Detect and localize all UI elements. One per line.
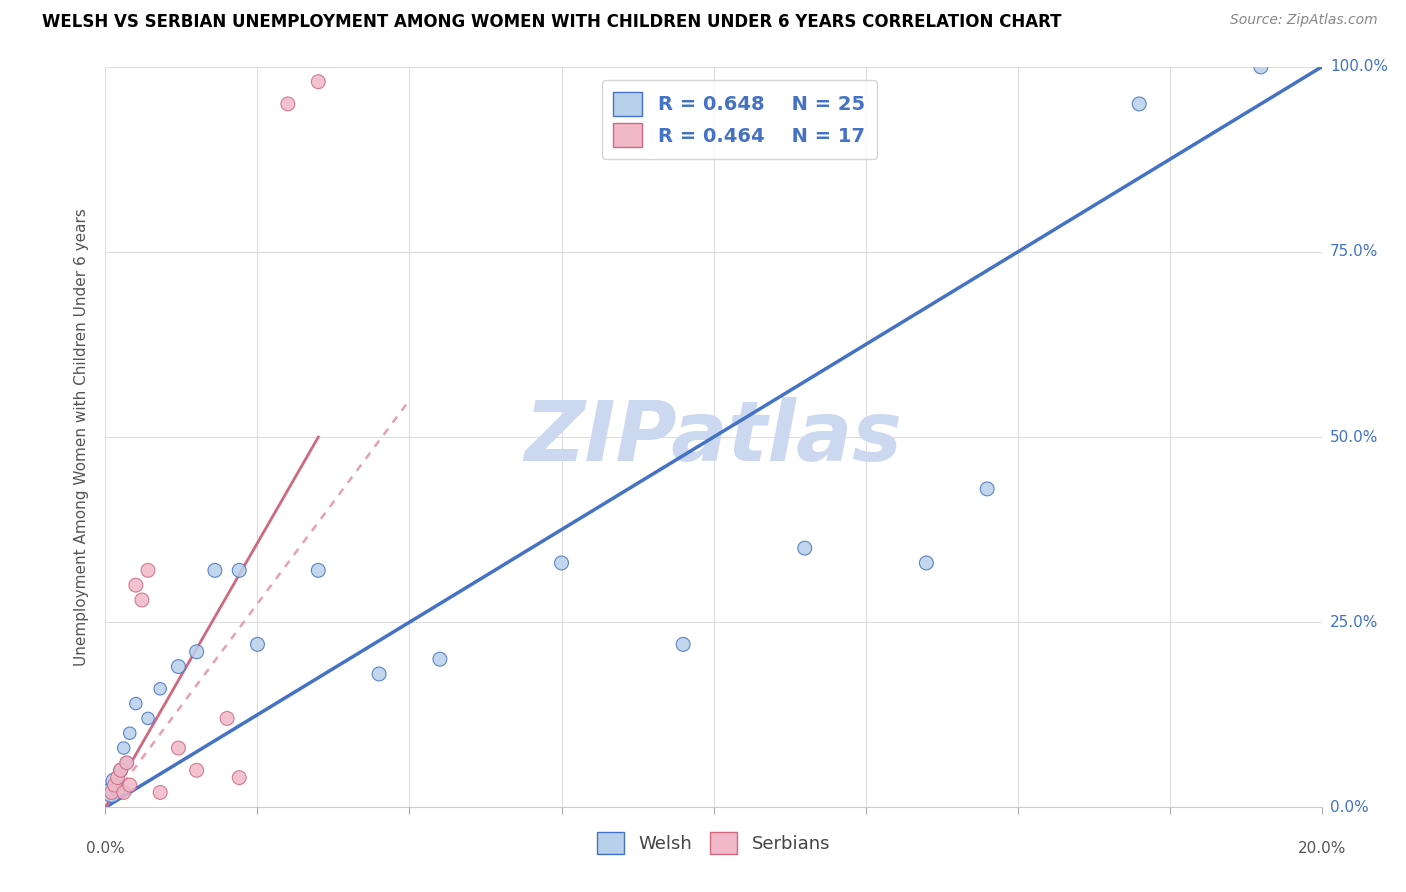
Point <box>277 97 299 112</box>
Point <box>112 785 135 799</box>
Point <box>118 726 141 740</box>
Point <box>167 659 190 673</box>
Text: 0.0%: 0.0% <box>1330 800 1368 814</box>
Point <box>550 556 572 570</box>
Point <box>118 778 141 792</box>
Text: WELSH VS SERBIAN UNEMPLOYMENT AMONG WOMEN WITH CHILDREN UNDER 6 YEARS CORRELATIO: WELSH VS SERBIAN UNEMPLOYMENT AMONG WOME… <box>42 13 1062 31</box>
Point <box>125 697 148 711</box>
Point <box>107 781 129 796</box>
Point <box>672 637 695 651</box>
Point <box>429 652 451 666</box>
Point <box>100 785 122 799</box>
Point <box>976 482 998 496</box>
Point <box>307 563 329 577</box>
Text: 75.0%: 75.0% <box>1330 244 1378 260</box>
Point <box>125 578 148 592</box>
Point <box>1128 97 1150 112</box>
Point <box>136 711 159 725</box>
Point <box>115 756 138 770</box>
Point <box>103 778 125 792</box>
Point <box>793 541 815 555</box>
Point <box>100 785 122 799</box>
Point <box>131 593 153 607</box>
Point <box>228 563 250 577</box>
Point <box>217 711 239 725</box>
Point <box>103 774 125 789</box>
Point <box>110 764 132 778</box>
Point <box>1250 60 1272 74</box>
Point <box>149 785 172 799</box>
Point <box>149 681 172 696</box>
Point <box>915 556 938 570</box>
Point <box>368 667 391 681</box>
Legend: Welsh, Serbians: Welsh, Serbians <box>589 825 838 861</box>
Text: 20.0%: 20.0% <box>1298 840 1346 855</box>
Point <box>186 645 208 659</box>
Point <box>186 764 208 778</box>
Text: 100.0%: 100.0% <box>1330 60 1388 74</box>
Point <box>110 764 132 778</box>
Point <box>136 563 159 577</box>
Text: ZIPatlas: ZIPatlas <box>524 397 903 477</box>
Point <box>307 75 329 89</box>
Point <box>167 741 190 756</box>
Y-axis label: Unemployment Among Women with Children Under 6 years: Unemployment Among Women with Children U… <box>75 208 90 666</box>
Text: 0.0%: 0.0% <box>86 840 125 855</box>
Text: Source: ZipAtlas.com: Source: ZipAtlas.com <box>1230 13 1378 28</box>
Point <box>228 771 250 785</box>
Point <box>204 563 226 577</box>
Point <box>115 756 138 770</box>
Point <box>246 637 269 651</box>
Point <box>112 741 135 756</box>
Text: 25.0%: 25.0% <box>1330 615 1378 630</box>
Text: 50.0%: 50.0% <box>1330 430 1378 444</box>
Point <box>107 771 129 785</box>
